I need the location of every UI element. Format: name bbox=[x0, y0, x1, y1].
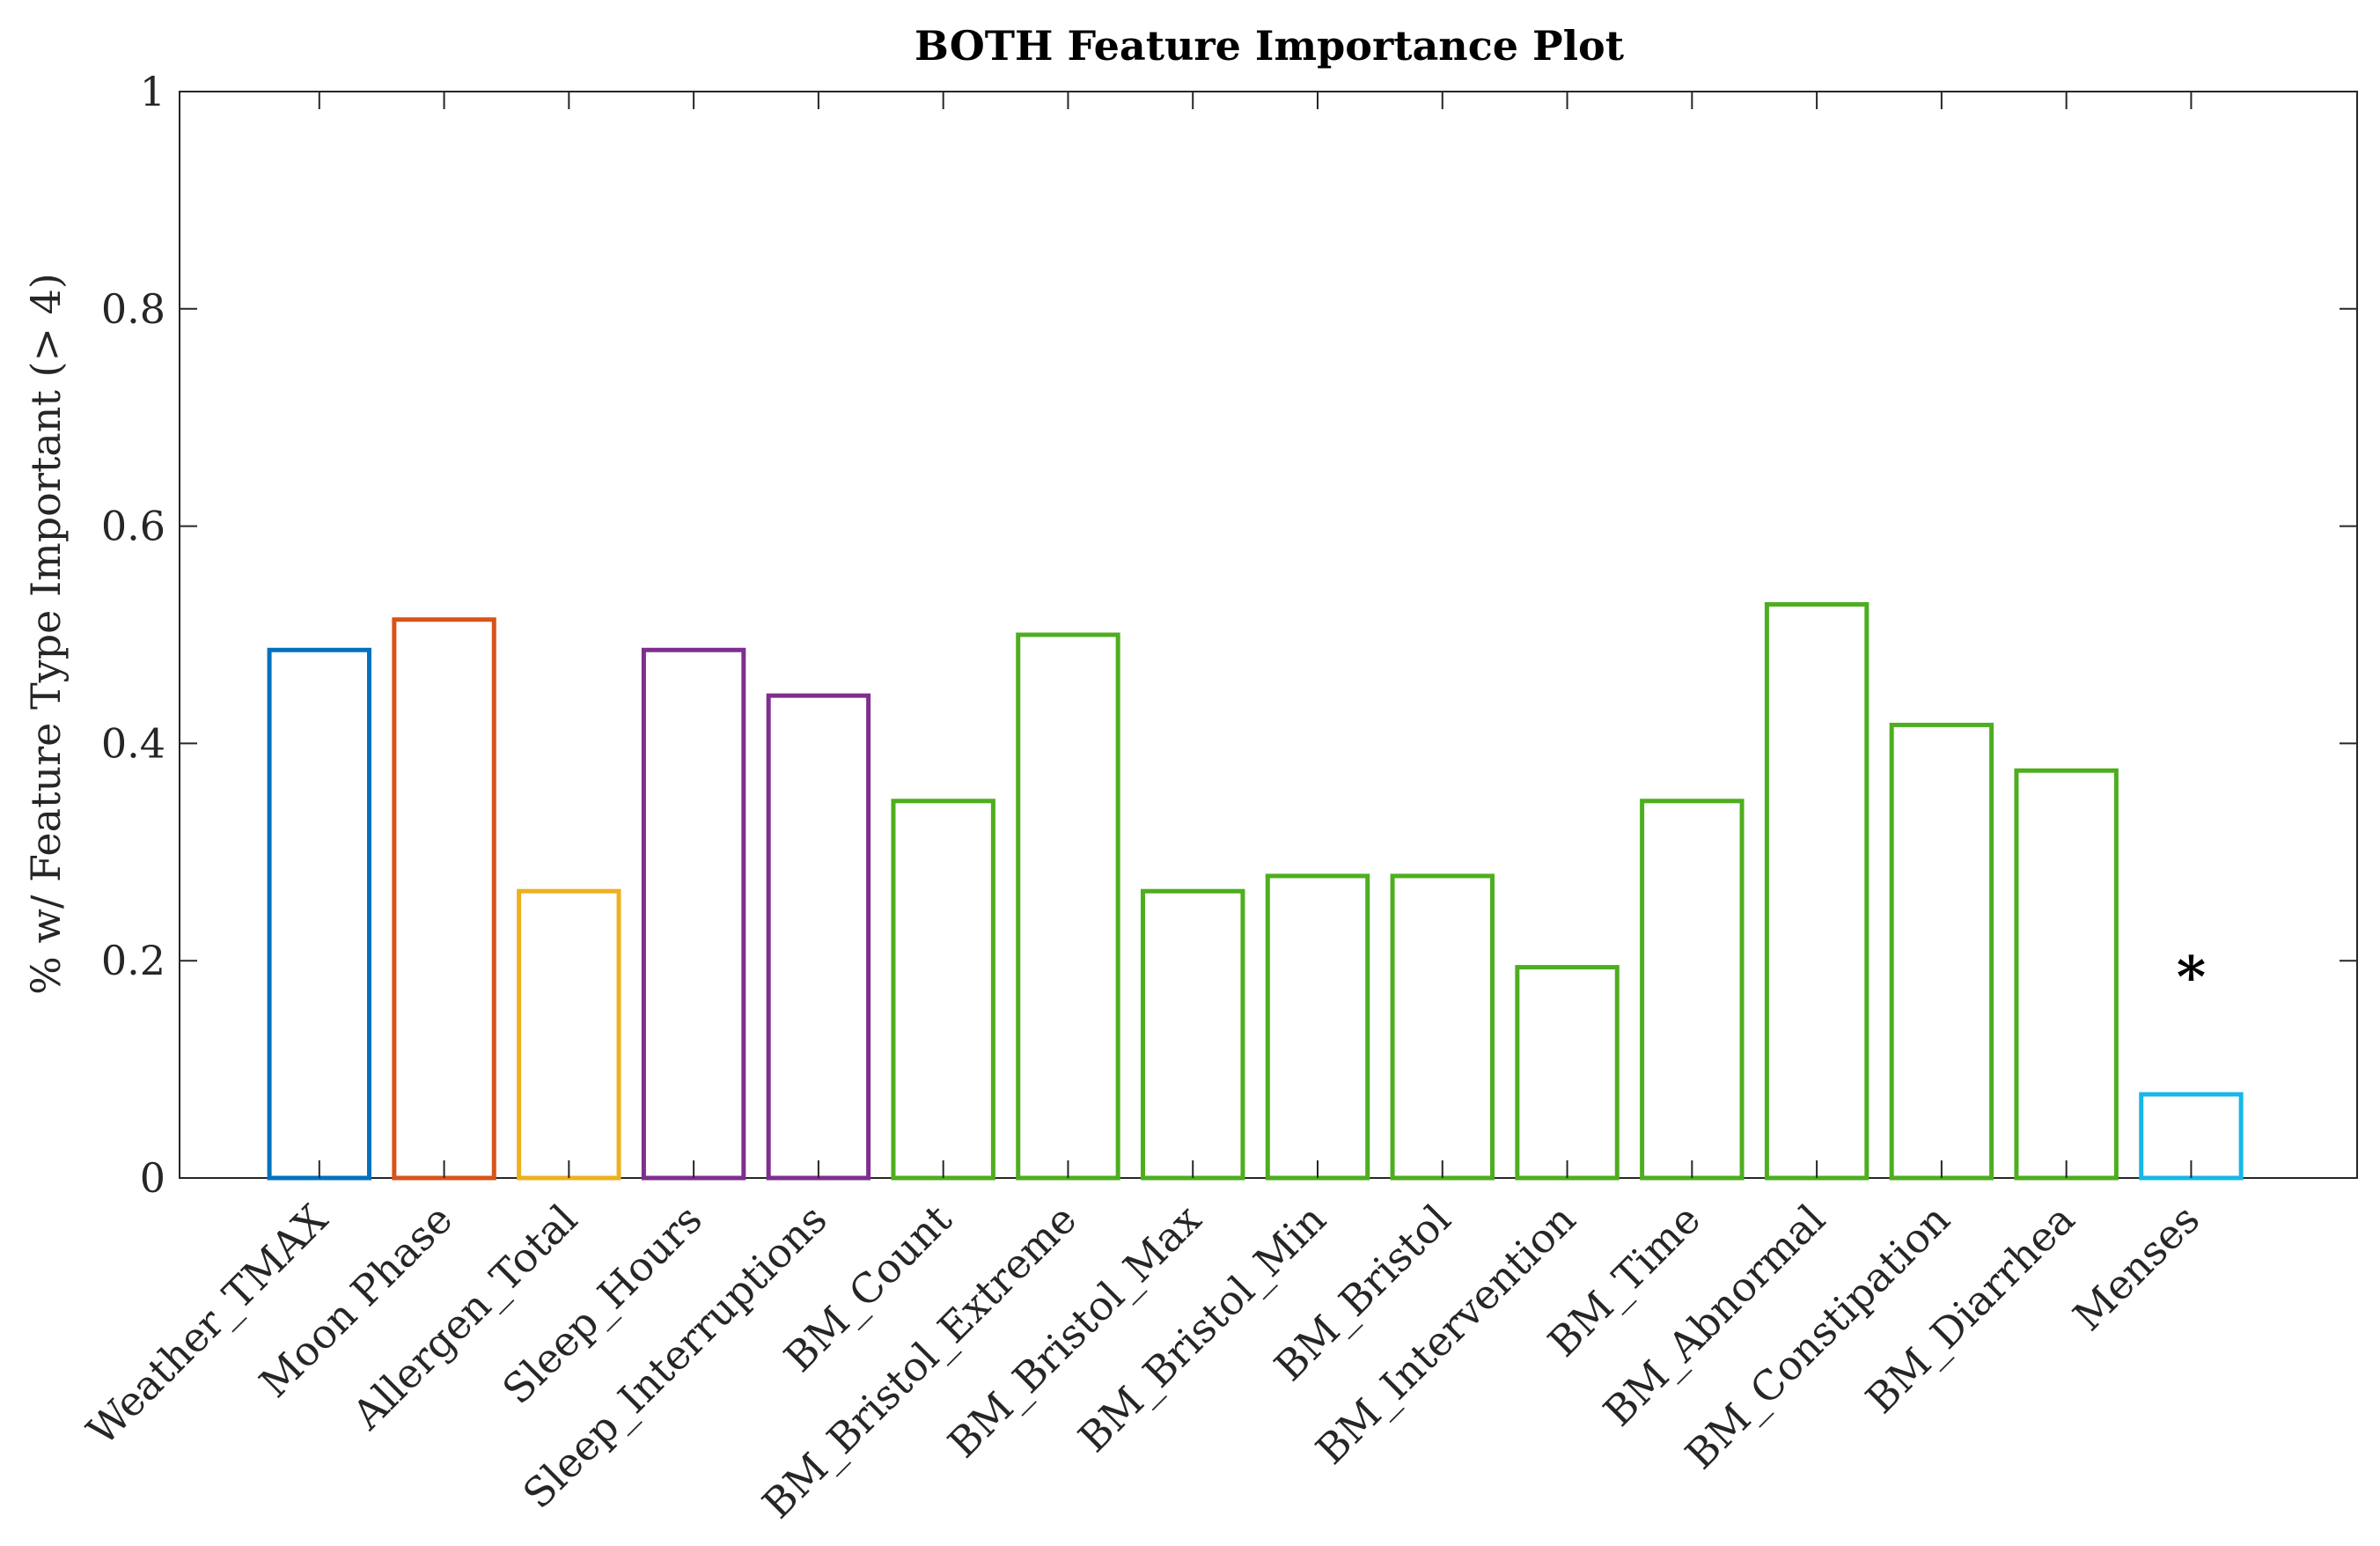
bar bbox=[1141, 888, 1245, 1181]
bar bbox=[766, 693, 871, 1181]
y-tick-label: 1 bbox=[140, 68, 165, 115]
y-tick-label: 0.2 bbox=[101, 937, 165, 984]
y-tick-label: 0.4 bbox=[101, 719, 165, 767]
bar bbox=[1265, 873, 1370, 1181]
bar bbox=[1515, 965, 1620, 1181]
bar bbox=[641, 647, 746, 1181]
bar bbox=[1640, 799, 1745, 1181]
x-tick-label: Allergen_Total bbox=[342, 1196, 586, 1439]
bar bbox=[2014, 768, 2119, 1181]
bar bbox=[1390, 873, 1495, 1181]
significance-marker: * bbox=[2177, 944, 2206, 1010]
bar bbox=[517, 888, 621, 1181]
y-tick-label: 0.6 bbox=[101, 503, 165, 550]
bar bbox=[267, 647, 372, 1181]
y-tick-label: 0 bbox=[140, 1154, 165, 1202]
bar bbox=[392, 617, 496, 1181]
y-tick-label: 0.8 bbox=[101, 285, 165, 333]
chart-title: BOTH Feature Importance Plot bbox=[915, 22, 1625, 70]
y-axis-title: % w/ Feature Type Important (> 4) bbox=[22, 273, 70, 995]
bar bbox=[1889, 722, 1994, 1181]
x-tick-label: Menses bbox=[2064, 1196, 2208, 1340]
bar bbox=[1764, 601, 1869, 1181]
bar bbox=[891, 799, 995, 1181]
bar bbox=[1016, 632, 1120, 1181]
x-tick-label: BM_Abnormal bbox=[1594, 1196, 1834, 1436]
